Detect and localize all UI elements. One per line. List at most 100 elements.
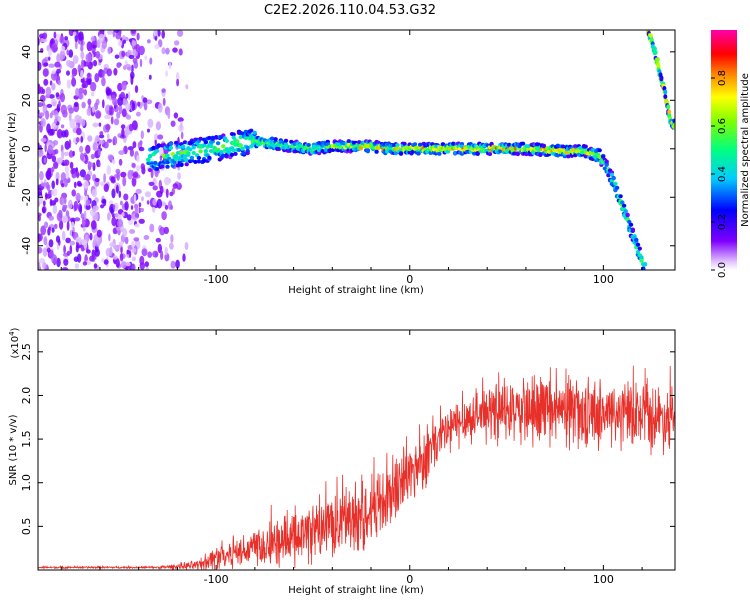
signal-cell bbox=[170, 152, 175, 156]
noise-cell bbox=[85, 174, 91, 181]
noise-cell bbox=[92, 122, 99, 128]
signal-cell bbox=[147, 153, 153, 158]
noise-cell bbox=[135, 44, 141, 53]
noise-cell bbox=[133, 237, 140, 242]
signal-cell bbox=[175, 163, 181, 168]
signal-cell bbox=[416, 151, 421, 156]
signal-cell bbox=[214, 135, 219, 139]
signal-cell bbox=[177, 157, 182, 162]
noise-cell bbox=[114, 54, 120, 59]
signal-cell bbox=[437, 151, 442, 156]
noise-cell bbox=[83, 210, 87, 220]
signal-cell bbox=[191, 150, 196, 155]
noise-cell bbox=[131, 176, 137, 187]
noise-cell bbox=[131, 256, 136, 262]
signal-cell bbox=[240, 131, 245, 136]
noise-cell bbox=[64, 165, 69, 173]
signal-cell bbox=[160, 164, 165, 169]
colorbar-tick-label: 0.8 bbox=[717, 70, 728, 86]
noise-cell bbox=[79, 204, 83, 215]
noise-cell bbox=[140, 163, 145, 170]
noise-cell bbox=[87, 98, 92, 106]
noise-cell bbox=[144, 55, 147, 61]
noise-cell bbox=[121, 50, 126, 58]
noise-cell bbox=[65, 237, 71, 244]
svg-text:(x104): (x104) bbox=[8, 327, 21, 358]
noise-cell bbox=[82, 261, 88, 266]
signal-cell bbox=[276, 147, 282, 151]
noise-cell bbox=[73, 200, 79, 211]
noise-cell bbox=[75, 137, 80, 143]
noise-cell bbox=[143, 102, 148, 111]
spectrogram-xtick-label: 100 bbox=[593, 273, 614, 286]
signal-cell bbox=[154, 167, 160, 171]
noise-cell bbox=[123, 193, 129, 201]
noise-cell bbox=[68, 49, 74, 58]
signal-cell bbox=[487, 152, 493, 157]
noise-cell bbox=[42, 262, 47, 270]
noise-cell bbox=[101, 40, 107, 50]
signal-cell bbox=[573, 153, 578, 158]
signal-cell bbox=[283, 138, 289, 143]
noise-cell bbox=[88, 162, 94, 168]
noise-cell bbox=[108, 233, 111, 242]
noise-cell bbox=[69, 244, 73, 255]
noise-cell bbox=[96, 229, 102, 238]
noise-cell bbox=[71, 73, 75, 79]
noise-cell bbox=[168, 61, 172, 70]
signal-cell bbox=[210, 135, 215, 140]
snr-xtick-label: 100 bbox=[593, 573, 614, 586]
signal-cell bbox=[153, 160, 158, 165]
noise-cell bbox=[121, 127, 125, 138]
noise-cell bbox=[80, 59, 85, 70]
signal-cell bbox=[583, 144, 588, 149]
noise-cell bbox=[138, 218, 145, 224]
noise-cell bbox=[39, 86, 44, 95]
noise-cell bbox=[147, 39, 151, 44]
signal-cell bbox=[618, 194, 623, 199]
noise-cell bbox=[61, 230, 66, 241]
noise-cell bbox=[63, 177, 68, 188]
signal-cell bbox=[635, 249, 641, 254]
noise-cell bbox=[50, 71, 58, 81]
noise-cell bbox=[73, 101, 79, 108]
noise-cell bbox=[87, 78, 92, 86]
signal-cell bbox=[146, 161, 151, 166]
noise-cell bbox=[51, 188, 58, 197]
noise-cell bbox=[57, 128, 61, 139]
noise-cell bbox=[135, 165, 141, 172]
noise-cell bbox=[159, 226, 166, 236]
signal-cell bbox=[219, 150, 224, 154]
signal-cell bbox=[393, 151, 398, 156]
noise-cell bbox=[110, 176, 116, 183]
noise-cell bbox=[170, 120, 176, 127]
noise-cell bbox=[53, 31, 57, 39]
signal-cell bbox=[184, 162, 189, 167]
noise-cell bbox=[93, 263, 98, 269]
noise-cell bbox=[109, 246, 113, 257]
signal-cell bbox=[203, 140, 209, 145]
noise-cell bbox=[85, 144, 91, 154]
noise-cell bbox=[138, 202, 142, 208]
noise-cell bbox=[77, 182, 83, 187]
noise-cell bbox=[131, 247, 137, 254]
noise-cell bbox=[43, 78, 49, 86]
noise-cell bbox=[111, 188, 116, 199]
signal-cell bbox=[245, 151, 250, 156]
noise-cell bbox=[39, 94, 46, 103]
snr-multiplier-base: (x10 bbox=[10, 336, 21, 359]
noise-cell bbox=[140, 130, 144, 140]
noise-cell bbox=[139, 255, 145, 266]
aliased-cell bbox=[659, 76, 664, 82]
noise-cell bbox=[69, 149, 73, 158]
noise-cell bbox=[98, 162, 101, 167]
aliased-cell bbox=[663, 89, 668, 95]
noise-cell bbox=[42, 68, 49, 77]
aliased-cell bbox=[652, 46, 657, 52]
signal-cell bbox=[515, 151, 520, 156]
noise-cell bbox=[69, 118, 76, 129]
noise-cell bbox=[68, 199, 73, 210]
signal-cell bbox=[643, 271, 647, 275]
snr-multiplier-close: ) bbox=[10, 327, 21, 331]
noise-cell bbox=[159, 185, 164, 195]
